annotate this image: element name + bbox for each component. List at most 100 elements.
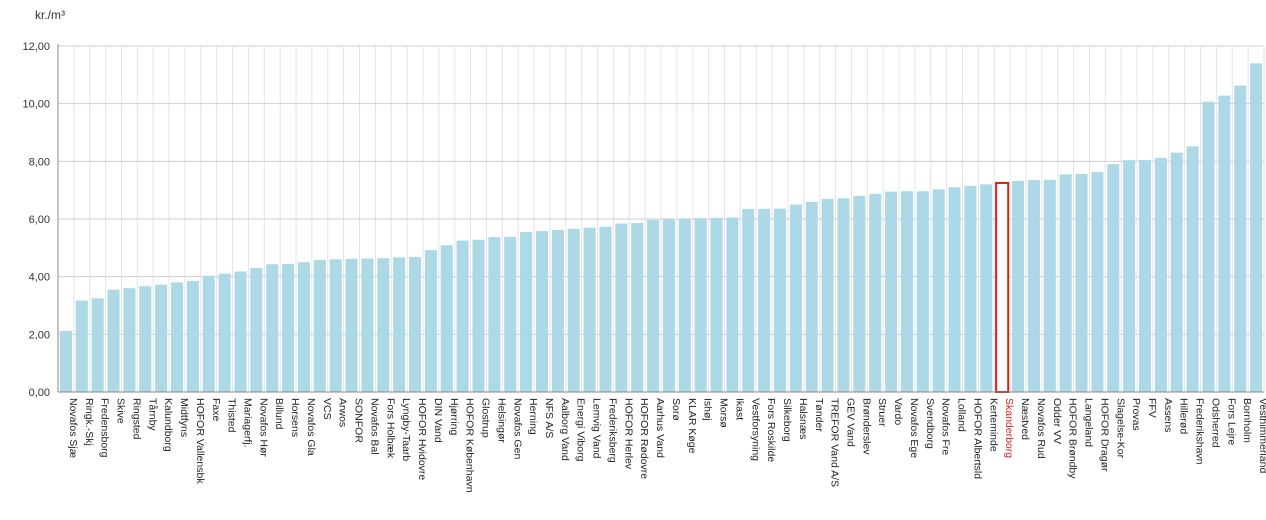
x-tick-label: Tårnby <box>146 398 158 431</box>
x-tick-label: Novafos Rud <box>1035 398 1047 459</box>
bar <box>504 236 517 392</box>
bar <box>773 208 787 392</box>
y-tick-label: 0,00 <box>29 387 50 399</box>
x-tick-label: Mariagerfj. <box>241 398 253 448</box>
x-tick-label: Faxe <box>210 398 222 422</box>
x-tick-label: Vardo <box>892 398 904 425</box>
bar <box>266 264 279 392</box>
bar <box>853 195 866 392</box>
bar <box>91 298 104 392</box>
y-tick-label: 6,00 <box>29 214 50 226</box>
x-tick-label: Hillerød <box>1178 398 1190 434</box>
x-tick-label: Vestforsyning <box>749 398 761 461</box>
x-tick-label: HOFOR Brøndby <box>1067 398 1079 479</box>
bar <box>1123 160 1136 392</box>
bar <box>424 250 437 392</box>
x-tick-label: Lyngby-Taarb <box>400 398 412 461</box>
bar <box>1059 174 1072 392</box>
y-tick-label: 12,00 <box>22 41 50 53</box>
x-tick-label: Skive <box>115 398 127 424</box>
bar <box>900 191 913 392</box>
bar <box>980 184 993 392</box>
bar <box>1154 157 1167 392</box>
bar <box>456 240 469 392</box>
bar <box>488 237 501 392</box>
x-tick-label: Ringk.-Skj <box>83 398 95 446</box>
x-tick-label: Bornholm <box>1241 398 1253 443</box>
x-tick-label: Struer <box>876 398 888 427</box>
bar <box>218 273 231 392</box>
x-tick-label: Skanderborg <box>1003 398 1015 458</box>
x-tick-label: Kalundborg <box>162 398 174 452</box>
bar <box>662 219 675 392</box>
bar <box>313 259 326 392</box>
bar <box>234 271 247 392</box>
bar <box>297 262 310 392</box>
bar <box>1138 159 1152 392</box>
bar <box>361 258 374 392</box>
x-tick-label: Horsens <box>289 398 301 437</box>
x-tick-label: Slagelse-Kor <box>1114 398 1126 459</box>
x-tick-label: Helsingør <box>495 398 507 443</box>
x-tick-label: Novafos Gen <box>511 398 523 459</box>
bar <box>916 191 929 392</box>
y-tick-label: 8,00 <box>29 156 50 168</box>
bar <box>1075 174 1088 392</box>
x-tick-label: DIN Vand <box>432 398 444 443</box>
x-tick-label: Kerteminde <box>987 398 999 452</box>
x-tick-label: HOFOR Herlev <box>622 398 634 470</box>
y-axis-unit-label: kr./m³ <box>35 8 65 22</box>
bar <box>964 185 977 392</box>
x-tick-label: Lemvig Vand <box>591 398 603 459</box>
bar-highlighted <box>995 181 1010 393</box>
x-tick-label: Novafos Gla <box>305 398 317 456</box>
x-tick-label: Sorø <box>670 398 682 421</box>
x-tick-label: Novafos Bal <box>368 398 380 455</box>
bar <box>837 198 850 392</box>
x-tick-label: HOFOR Hvidovre <box>416 398 428 480</box>
x-tick-label: Fors Roskilde <box>765 398 777 462</box>
bar <box>805 201 818 392</box>
bar <box>170 282 184 392</box>
x-tick-label: Thisted <box>226 398 238 433</box>
bar <box>821 198 834 392</box>
bar <box>726 217 739 392</box>
x-tick-label: Langeland <box>1083 398 1095 447</box>
bar <box>1027 180 1040 392</box>
bar <box>520 231 533 392</box>
bar <box>869 193 882 392</box>
bar <box>139 286 152 392</box>
x-tick-label: Aarhus Vand <box>654 398 666 458</box>
bar <box>932 189 945 392</box>
bar <box>123 288 136 392</box>
x-tick-label: Halsnæs <box>797 398 809 439</box>
x-tick-label: HOFOR Rødovre <box>638 398 650 479</box>
bar <box>948 187 961 392</box>
x-tick-label: Energi Viborg <box>575 398 587 462</box>
x-tick-label: HOFOR Dragør <box>1098 398 1110 472</box>
bar <box>1202 101 1215 393</box>
x-tick-label: Aalborg Vand <box>559 398 571 461</box>
x-tick-label: FFV <box>1146 398 1158 418</box>
bar <box>551 229 564 392</box>
x-tick-label: Glostrup <box>480 398 492 438</box>
gridlines <box>57 45 1265 393</box>
bar <box>59 330 72 392</box>
bar <box>155 284 168 392</box>
bar <box>345 258 358 392</box>
bar <box>186 280 199 392</box>
bar <box>282 263 295 392</box>
x-tick-label: Novafos Hør <box>257 398 269 457</box>
x-tick-label: TREFOR Vand A/S <box>829 398 841 487</box>
bar <box>694 218 707 392</box>
x-tick-label: Morsø <box>718 398 730 428</box>
bar <box>1234 85 1247 393</box>
x-tick-label: HOFOR Vallensbk <box>194 398 206 484</box>
x-tick-label: Næstved <box>1019 398 1031 440</box>
y-tick-label: 10,00 <box>22 99 50 111</box>
x-tick-label: Svendborg <box>924 398 936 449</box>
bar <box>329 259 342 392</box>
x-tick-label: Vesthimmerland <box>1257 398 1266 473</box>
x-tick-label: KLAR Køge <box>686 398 698 454</box>
x-tick-label: SONFOR <box>353 398 365 443</box>
